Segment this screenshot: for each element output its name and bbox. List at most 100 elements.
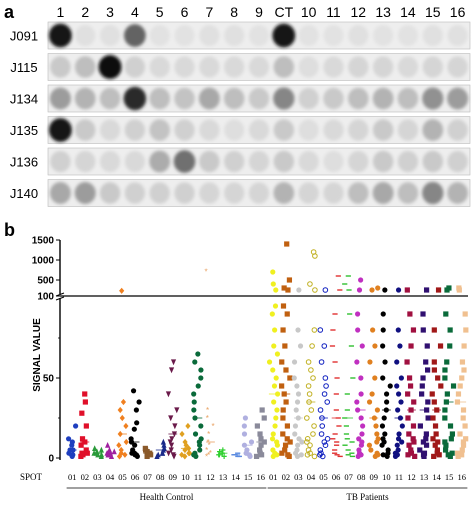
data-point [323, 383, 329, 389]
data-point [116, 442, 122, 449]
data-point: * [207, 451, 210, 460]
blot-column-label: 16 [450, 4, 466, 20]
data-point [405, 415, 411, 421]
blot-spot [323, 24, 344, 47]
blot-spot [273, 56, 295, 78]
data-point [198, 423, 204, 429]
blot-spot [149, 87, 171, 110]
blot-column-label: 13 [375, 4, 391, 20]
data-point [280, 431, 286, 437]
blot-column-label: 5 [156, 4, 164, 20]
data-point [318, 431, 325, 437]
data-point [272, 327, 278, 333]
blot-spot [397, 119, 419, 141]
blot-spot [224, 24, 245, 47]
data-point [69, 439, 75, 445]
data-point [354, 359, 360, 365]
data-point [270, 431, 276, 437]
data-point [269, 311, 275, 317]
data-point [271, 343, 277, 349]
data-point [136, 399, 142, 405]
blot-panel: 1 2 3 4 5 6 7 8 9 CT 10 11 12 13 14 15 16J091J115J134J13… [10, 4, 471, 207]
blot-spot [174, 182, 195, 204]
spot-tick-label: 11 [395, 472, 403, 482]
y-tick-label: 50 [43, 374, 55, 385]
blot-column-label: 11 [326, 4, 341, 20]
spot-tick-label: 16 [457, 472, 466, 482]
data-point [123, 438, 129, 446]
blot-column-label: 15 [425, 4, 441, 20]
blot-column-label: 14 [400, 4, 416, 20]
data-point [172, 423, 178, 430]
spot-tick-label: 04 [307, 472, 316, 482]
data-point [280, 303, 287, 309]
data-point [438, 383, 444, 389]
blot-spot [198, 87, 220, 110]
blot-spot [273, 182, 295, 204]
data-point: * [205, 446, 208, 455]
blot-spot [447, 24, 468, 47]
spot-tick-label: 07 [143, 472, 152, 482]
data-point [457, 431, 463, 437]
data-point [142, 445, 148, 451]
data-point [382, 359, 388, 365]
blot-spot [323, 150, 344, 173]
blot-spot [124, 119, 146, 141]
data-point: * [205, 268, 208, 277]
spot-tick-label: 03 [294, 472, 303, 482]
data-point [283, 367, 289, 373]
blot-spot [199, 119, 220, 141]
data-point [434, 447, 440, 453]
data-point [287, 375, 293, 381]
data-point [443, 311, 449, 317]
data-point [159, 450, 165, 456]
data-point [144, 453, 150, 459]
data-point [368, 447, 374, 453]
blot-spot [298, 119, 319, 141]
blot-spot [174, 24, 195, 47]
blot-spot [298, 56, 319, 78]
data-point [272, 303, 279, 309]
data-point [374, 450, 380, 456]
data-point [359, 439, 365, 445]
data-point [296, 287, 302, 293]
data-point [266, 359, 273, 365]
data-point [460, 415, 466, 421]
blot-spot [248, 87, 270, 110]
blot-spot [174, 87, 195, 110]
data-point [83, 447, 89, 453]
data-point [270, 447, 276, 453]
blot-spot [323, 87, 344, 110]
data-point [380, 343, 386, 349]
blot-spot [248, 56, 270, 78]
data-point: * [205, 452, 208, 461]
spot-tick-label: 04 [106, 472, 115, 482]
spot-tick-label: 07 [344, 472, 353, 482]
blot-spot [75, 150, 96, 173]
data-point [270, 367, 276, 373]
data-point [183, 442, 189, 449]
blot-spot [298, 150, 319, 173]
group-label: Health Control [140, 492, 194, 502]
data-point [319, 423, 326, 429]
data-point [253, 453, 260, 459]
data-point [304, 415, 310, 421]
data-point [411, 439, 417, 445]
blot-spot [99, 24, 121, 47]
data-point [444, 359, 450, 365]
blot-spot [447, 56, 468, 78]
data-point [307, 442, 313, 449]
data-point [359, 343, 365, 349]
y-tick-label: 500 [37, 276, 54, 287]
blot-spot [98, 55, 122, 79]
blot-spot [248, 150, 270, 173]
data-point [406, 442, 412, 448]
blot-spot [348, 150, 369, 173]
data-point [423, 436, 429, 442]
data-point [295, 442, 301, 448]
data-point [373, 423, 379, 429]
spot-tick-label: 15 [445, 472, 454, 482]
data-point [258, 436, 264, 442]
data-point [186, 450, 192, 457]
data-point [295, 391, 302, 397]
